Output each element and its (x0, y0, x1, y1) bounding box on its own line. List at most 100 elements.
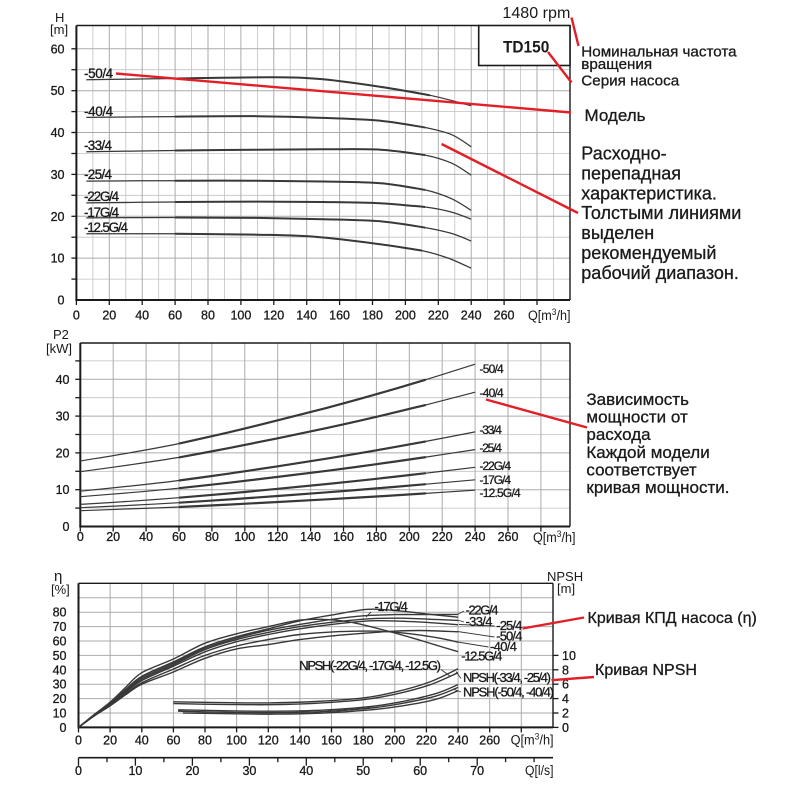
svg-text:NPSH(-33/4, -25/4): NPSH(-33/4, -25/4) (463, 670, 551, 685)
svg-text:-50/4: -50/4 (84, 66, 114, 81)
svg-text:180: 180 (366, 530, 387, 544)
svg-text:140: 140 (289, 734, 310, 748)
svg-text:мощности от: мощности от (586, 408, 688, 427)
svg-text:40: 40 (53, 663, 67, 677)
svg-text:240: 240 (461, 309, 482, 323)
svg-text:-22G/4: -22G/4 (84, 189, 120, 204)
svg-text:расхода: расхода (586, 425, 651, 444)
svg-text:30: 30 (56, 410, 70, 424)
svg-text:80: 80 (198, 734, 212, 748)
svg-text:20: 20 (51, 210, 65, 224)
svg-text:Q[l/s]: Q[l/s] (525, 763, 554, 778)
svg-text:[m]: [m] (50, 22, 68, 37)
svg-text:140: 140 (296, 309, 317, 323)
svg-text:220: 220 (428, 309, 449, 323)
svg-text:80: 80 (201, 309, 215, 323)
svg-text:[kW]: [kW] (46, 341, 72, 356)
svg-text:200: 200 (399, 530, 420, 544)
svg-text:8: 8 (562, 663, 569, 677)
svg-text:20: 20 (53, 692, 67, 706)
svg-text:-40/4: -40/4 (490, 639, 517, 654)
svg-text:60: 60 (413, 764, 427, 778)
svg-text:40: 40 (135, 734, 149, 748)
svg-text:20: 20 (102, 309, 116, 323)
svg-text:характеристика.: характеристика. (581, 183, 717, 203)
svg-text:η: η (54, 568, 62, 585)
svg-text:Серия насоса: Серия насоса (581, 73, 679, 90)
svg-text:20: 20 (106, 530, 120, 544)
svg-text:40: 40 (51, 126, 65, 140)
svg-text:160: 160 (321, 734, 342, 748)
svg-text:10: 10 (51, 252, 65, 266)
svg-text:Кривая NPSH: Кривая NPSH (595, 662, 697, 679)
svg-text:-40/4: -40/4 (84, 104, 114, 119)
svg-text:240: 240 (465, 530, 486, 544)
svg-text:200: 200 (384, 734, 405, 748)
svg-text:60: 60 (51, 42, 65, 56)
svg-text:0: 0 (562, 721, 569, 735)
svg-text:160: 160 (333, 530, 354, 544)
svg-text:10: 10 (562, 649, 576, 663)
svg-text:140: 140 (300, 530, 321, 544)
svg-text:TD150: TD150 (503, 38, 549, 57)
svg-text:-25/4: -25/4 (84, 167, 112, 182)
svg-text:40: 40 (56, 373, 70, 387)
svg-text:-33/4: -33/4 (466, 614, 493, 629)
svg-text:0: 0 (77, 530, 84, 544)
svg-text:60: 60 (53, 635, 67, 649)
svg-text:-17G/4: -17G/4 (375, 599, 408, 614)
svg-text:-12.5G/4: -12.5G/4 (84, 220, 128, 235)
svg-text:6: 6 (562, 678, 569, 692)
svg-text:соответствует: соответствует (586, 460, 696, 479)
svg-text:120: 120 (267, 530, 288, 544)
svg-text:-25/4: -25/4 (480, 441, 503, 455)
svg-text:120: 120 (263, 309, 284, 323)
svg-text:-12.5G/4: -12.5G/4 (480, 486, 522, 500)
svg-text:[m]: [m] (557, 581, 575, 596)
svg-text:Номинальная частота: Номинальная частота (581, 44, 737, 61)
svg-text:-33/4: -33/4 (480, 423, 503, 437)
svg-text:Каждой модели: Каждой модели (586, 443, 709, 462)
svg-text:50: 50 (356, 764, 370, 778)
svg-text:P2: P2 (53, 327, 69, 342)
svg-text:30: 30 (242, 764, 256, 778)
svg-text:-17G/4: -17G/4 (84, 205, 120, 220)
svg-text:-25/4: -25/4 (496, 618, 522, 633)
svg-text:0: 0 (63, 520, 70, 534)
svg-text:40: 40 (139, 530, 153, 544)
svg-text:40: 40 (299, 764, 313, 778)
svg-text:Кривая КПД насоса (η): Кривая КПД насоса (η) (588, 610, 757, 627)
svg-text:-17G/4: -17G/4 (480, 473, 512, 487)
svg-text:2: 2 (562, 707, 569, 721)
svg-text:60: 60 (168, 309, 182, 323)
svg-text:180: 180 (362, 309, 383, 323)
svg-text:вращения: вращения (581, 56, 652, 73)
svg-text:1480 rpm: 1480 rpm (502, 5, 570, 22)
svg-text:[%]: [%] (51, 582, 70, 597)
svg-text:20: 20 (103, 734, 117, 748)
svg-text:рекомендуемый: рекомендуемый (581, 243, 716, 263)
svg-text:40: 40 (135, 309, 149, 323)
svg-text:160: 160 (329, 309, 350, 323)
svg-text:Q[m3/h]: Q[m3/h] (533, 529, 576, 545)
svg-text:220: 220 (416, 734, 437, 748)
svg-text:100: 100 (234, 530, 255, 544)
svg-text:0: 0 (60, 721, 67, 735)
svg-text:100: 100 (230, 309, 251, 323)
svg-text:-40/4: -40/4 (480, 386, 505, 400)
svg-text:260: 260 (494, 309, 515, 323)
svg-text:30: 30 (53, 678, 67, 692)
svg-text:50: 50 (53, 649, 67, 663)
svg-text:80: 80 (205, 530, 219, 544)
svg-text:100: 100 (226, 734, 247, 748)
svg-text:-22G/4: -22G/4 (480, 459, 512, 473)
svg-text:20: 20 (185, 764, 199, 778)
svg-text:рабочий диапазон.: рабочий диапазон. (581, 263, 739, 283)
svg-text:10: 10 (56, 483, 70, 497)
svg-text:кривая мощности.: кривая мощности. (586, 478, 729, 497)
svg-text:180: 180 (353, 734, 374, 748)
svg-text:0: 0 (73, 309, 80, 323)
svg-text:10: 10 (53, 707, 67, 721)
svg-text:Модель: Модель (585, 106, 646, 125)
svg-text:200: 200 (395, 309, 416, 323)
